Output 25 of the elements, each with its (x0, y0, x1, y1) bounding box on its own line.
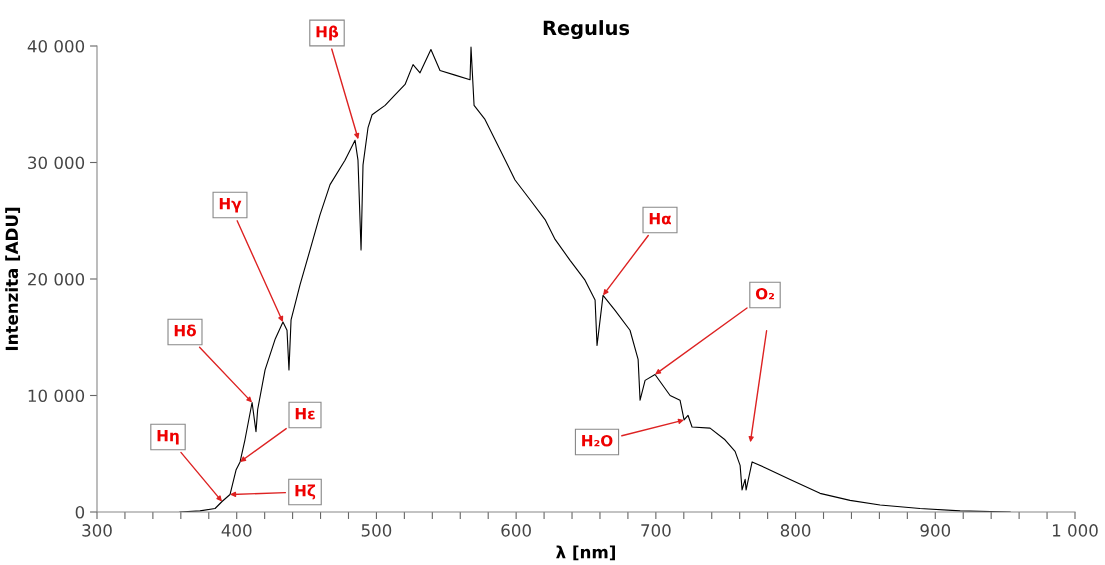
annotation: Hζ (295, 484, 316, 500)
y-tick-label: 10 000 (28, 389, 85, 403)
x-tick-label: 400 (221, 524, 252, 537)
x-tick-label: 600 (501, 524, 531, 537)
annotation: Hε (295, 408, 315, 420)
x-tick-label: 700 (641, 524, 671, 537)
x-tick-label: 300 (82, 524, 112, 537)
y-tick-label: 30 000 (28, 156, 85, 170)
y-tick-label: 20 000 (28, 272, 85, 286)
y-axis-title: Intenzita [ADU] (5, 207, 21, 351)
y-tick-label: 0 (75, 505, 85, 519)
annotation: Hγ (219, 198, 242, 213)
x-tick-label: 800 (780, 524, 811, 537)
y-tick-label: 40 000 (27, 39, 85, 53)
chart-title: Regulus (543, 20, 630, 40)
annotation: Hδ (174, 324, 196, 337)
annotation: O₂ (755, 287, 774, 300)
annotation: Hη (157, 430, 179, 445)
x-tick-label: 1 000 (1052, 524, 1098, 537)
annotation: Hβ (316, 25, 339, 41)
x-tick-label: 500 (361, 524, 392, 537)
annotation: Hα (649, 213, 671, 225)
annotation: H₂O (582, 434, 613, 447)
x-tick-label: 900 (920, 524, 951, 537)
x-axis-title: λ [nm] (556, 545, 615, 561)
